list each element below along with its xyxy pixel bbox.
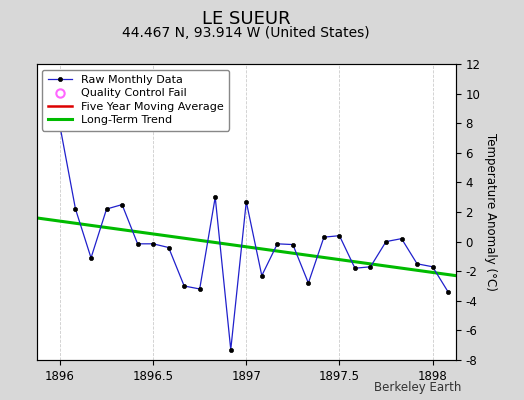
Line: Raw Monthly Data: Raw Monthly Data [58, 124, 450, 352]
Raw Monthly Data [383, 239, 389, 244]
Y-axis label: Temperature Anomaly (°C): Temperature Anomaly (°C) [484, 133, 497, 291]
Text: 44.467 N, 93.914 W (United States): 44.467 N, 93.914 W (United States) [123, 26, 370, 40]
Raw Monthly Data [305, 281, 312, 286]
Raw Monthly Data [336, 233, 343, 238]
Raw Monthly Data [243, 199, 249, 204]
Raw Monthly Data [119, 202, 125, 207]
Raw Monthly Data [398, 236, 405, 241]
Raw Monthly Data [367, 264, 374, 269]
Raw Monthly Data [212, 195, 219, 200]
Raw Monthly Data [57, 124, 63, 128]
Raw Monthly Data [166, 245, 172, 250]
Raw Monthly Data [150, 242, 156, 246]
Raw Monthly Data [274, 242, 280, 246]
Text: Berkeley Earth: Berkeley Earth [374, 381, 461, 394]
Text: LE SUEUR: LE SUEUR [202, 10, 291, 28]
Raw Monthly Data [321, 235, 327, 240]
Raw Monthly Data [227, 347, 234, 352]
Raw Monthly Data [430, 264, 436, 269]
Raw Monthly Data [196, 286, 203, 291]
Raw Monthly Data [103, 207, 110, 212]
Raw Monthly Data [181, 284, 187, 288]
Raw Monthly Data [290, 242, 296, 247]
Raw Monthly Data [88, 256, 94, 260]
Raw Monthly Data [352, 266, 358, 271]
Raw Monthly Data [445, 290, 451, 294]
Raw Monthly Data [259, 273, 265, 278]
Raw Monthly Data [72, 207, 79, 212]
Legend: Raw Monthly Data, Quality Control Fail, Five Year Moving Average, Long-Term Tren: Raw Monthly Data, Quality Control Fail, … [42, 70, 230, 131]
Raw Monthly Data [414, 262, 420, 266]
Raw Monthly Data [135, 242, 141, 246]
